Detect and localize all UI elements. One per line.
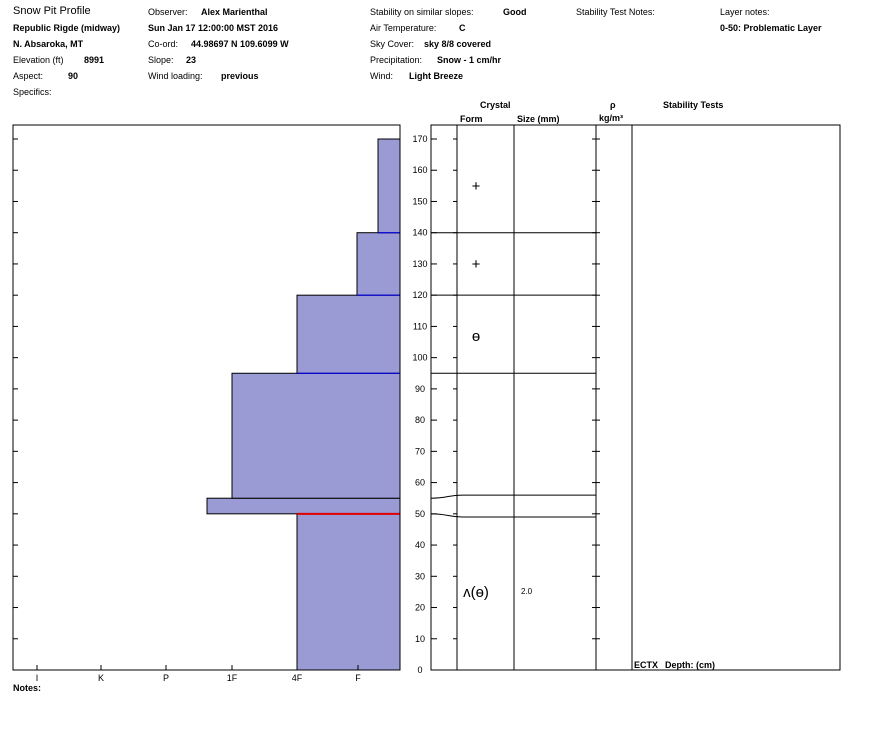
- observer-label: Observer:: [148, 7, 188, 17]
- depth-label: Depth: (cm): [665, 660, 715, 670]
- sky-label: Sky Cover:: [370, 39, 415, 49]
- depth-tick-label: 60: [415, 478, 425, 488]
- sky-value: sky 8/8 covered: [424, 39, 492, 49]
- depth-tick-label: 90: [415, 384, 425, 394]
- layer-notes-label: Layer notes:: [720, 7, 770, 17]
- precip-label: Precipitation:: [370, 55, 423, 65]
- hardness-bar: [377, 138, 401, 234]
- hardness-tick-label: F: [355, 673, 361, 683]
- region: N. Absaroka, MT: [13, 39, 84, 49]
- depth-tick-label: 80: [415, 415, 425, 425]
- depth-tick-label: 110: [413, 321, 427, 331]
- profile-frame: [12, 124, 401, 671]
- aspect-value: 90: [68, 71, 79, 81]
- precip-value: Snow - 1 cm/hr: [437, 55, 502, 65]
- location: Republic Rigde (midway): [13, 23, 121, 33]
- depth-tick-label: 0: [417, 665, 422, 675]
- crystal-header: Crystal: [480, 100, 511, 110]
- aspect-label: Aspect:: [13, 71, 44, 81]
- wind-label: Wind:: [370, 71, 394, 81]
- depth-tick-label: 120: [412, 290, 427, 300]
- density-unit-header: kg/m³: [599, 113, 624, 123]
- weak-layer-line: [430, 513, 596, 518]
- depth-tick-label: 10: [415, 634, 425, 644]
- elevation-value: 8991: [84, 55, 105, 65]
- crystal-form-symbol: +: [472, 256, 481, 273]
- depth-tick-label: 160: [412, 165, 427, 175]
- crystal-form-symbol: +: [472, 178, 481, 195]
- hardness-tick-label: 4F: [292, 673, 303, 683]
- hardness-tick-label: P: [163, 673, 169, 683]
- crystal-form-symbol: ʌ(ɵ): [463, 584, 489, 601]
- slope-value: 23: [186, 55, 197, 65]
- wind-value: Light Breeze: [409, 71, 464, 81]
- ectx-label: ECTX: [634, 660, 659, 670]
- hardness-tick-label: K: [98, 673, 104, 683]
- hardness-bar: [356, 232, 401, 296]
- hardness-tick-label: 1F: [227, 673, 238, 683]
- hardness-bar: [231, 372, 401, 499]
- columns-frame: [430, 124, 841, 671]
- crystal-size-label: 2.0: [521, 587, 533, 596]
- coord-value: 44.98697 N 109.6099 W: [191, 39, 289, 49]
- date-value: Sun Jan 17 12:00:00 MST 2016: [148, 23, 279, 33]
- depth-tick-label: 130: [412, 259, 427, 269]
- layer-notes-value: 0-50: Problematic Layer: [720, 23, 822, 33]
- notes-label: Notes:: [13, 683, 42, 693]
- depth-tick-label: 20: [415, 603, 425, 613]
- rho-header: ρ: [610, 100, 616, 110]
- depth-tick-label: 170: [412, 134, 427, 144]
- depth-tick-label: 70: [415, 446, 425, 456]
- form-header: Form: [460, 114, 483, 124]
- air-temp-label: Air Temperature:: [370, 23, 437, 33]
- slope-label: Slope:: [148, 55, 174, 65]
- hardness-bar: [206, 497, 401, 515]
- page-title: Snow Pit Profile: [13, 5, 91, 17]
- observer-value: Alex Marienthal: [201, 7, 268, 17]
- air-temp-value: C: [459, 23, 466, 33]
- elevation-label: Elevation (ft): [13, 55, 64, 65]
- coord-label: Co-ord:: [148, 39, 179, 49]
- specifics-label: Specifics:: [13, 87, 52, 97]
- depth-tick-label: 140: [412, 228, 427, 238]
- wind-loading-value: previous: [221, 71, 259, 81]
- depth-tick-label: 30: [415, 571, 425, 581]
- crystal-form-symbol: ɵ: [472, 328, 480, 345]
- stability-value: Good: [503, 7, 527, 17]
- hardness-bar: [296, 294, 401, 374]
- stability-tests-header: Stability Tests: [663, 100, 724, 110]
- depth-tick-label: 150: [412, 196, 427, 206]
- wind-loading-label: Wind loading:: [148, 71, 203, 81]
- hardness-tick-label: I: [36, 673, 39, 683]
- stability-notes-label: Stability Test Notes:: [576, 7, 655, 17]
- depth-tick-label: 40: [415, 540, 425, 550]
- size-header: Size (mm): [517, 114, 560, 124]
- stability-label: Stability on similar slopes:: [370, 7, 474, 17]
- depth-tick-label: 100: [412, 353, 427, 363]
- weak-layer-line: [430, 494, 596, 499]
- depth-tick-label: 50: [415, 509, 425, 519]
- hardness-bar: [296, 513, 401, 671]
